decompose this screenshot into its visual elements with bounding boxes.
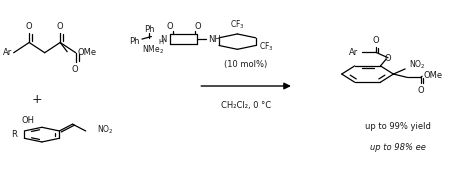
Text: O: O <box>194 22 201 31</box>
Text: (10 mol%): (10 mol%) <box>225 60 268 69</box>
Text: Ph: Ph <box>144 25 154 34</box>
Text: up to 99% yield: up to 99% yield <box>365 122 431 131</box>
Text: NO$_2$: NO$_2$ <box>409 59 426 71</box>
Text: O: O <box>72 64 78 73</box>
Text: Ar: Ar <box>2 48 12 57</box>
Text: Ar: Ar <box>349 48 358 57</box>
Text: +: + <box>32 93 43 106</box>
Text: OH: OH <box>21 116 35 125</box>
Text: OMe: OMe <box>78 48 97 57</box>
Text: NO$_2$: NO$_2$ <box>97 124 114 136</box>
Text: O: O <box>417 86 424 95</box>
Text: O: O <box>385 54 392 63</box>
Text: O: O <box>26 22 33 31</box>
Text: NMe$_2$: NMe$_2$ <box>142 44 164 56</box>
Text: up to 98% ee: up to 98% ee <box>370 143 426 152</box>
Text: O: O <box>373 36 379 45</box>
Text: OMe: OMe <box>423 71 443 80</box>
Text: O: O <box>167 22 173 31</box>
Text: H: H <box>158 40 164 46</box>
Text: R: R <box>11 130 18 139</box>
Text: CF$_3$: CF$_3$ <box>230 18 245 31</box>
Text: CH₂Cl₂, 0 °C: CH₂Cl₂, 0 °C <box>221 101 271 110</box>
Text: N: N <box>160 35 166 44</box>
Text: Ph: Ph <box>129 37 140 46</box>
Text: O: O <box>57 22 64 31</box>
Text: NH: NH <box>208 35 220 44</box>
Text: CF$_3$: CF$_3$ <box>259 40 274 53</box>
